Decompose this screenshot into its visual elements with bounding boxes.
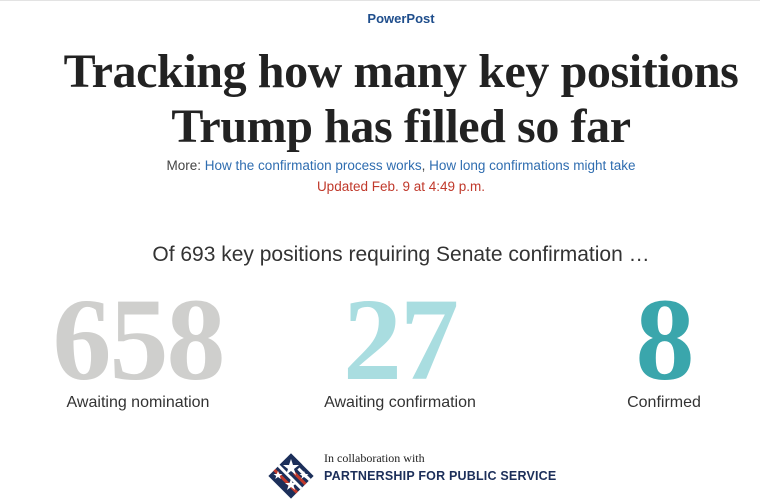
page-title-line-1: Tracking how many key positions	[63, 45, 739, 98]
stat-awaiting-confirmation: 27 Awaiting confirmation	[300, 274, 500, 412]
collaboration-credit: In collaboration with PARTNERSHIP FOR PU…	[266, 451, 566, 501]
top-divider	[0, 0, 760, 1]
stat-value: 27	[343, 274, 459, 405]
stat-label: Awaiting confirmation	[324, 394, 476, 411]
stat-label: Awaiting nomination	[66, 394, 210, 411]
related-links-separator: ,	[421, 158, 430, 173]
confirmation-duration-link[interactable]: How long confirmations might take	[429, 158, 636, 173]
related-links-prefix: More:	[166, 158, 205, 173]
collaboration-text: In collaboration with	[324, 451, 425, 465]
confirmation-process-link[interactable]: How the confirmation process works	[204, 158, 422, 173]
stat-awaiting-nomination: 658 Awaiting nomination	[38, 274, 238, 412]
stat-label: Confirmed	[627, 394, 701, 411]
section-kicker-link[interactable]: PowerPost	[367, 11, 435, 26]
stat-value: 8	[635, 274, 695, 405]
page-title: Tracking how many key positions Trump ha…	[0, 44, 760, 154]
summary-lead: Of 693 key positions requiring Senate co…	[152, 243, 650, 266]
related-links: More: How the confirmation process works…	[0, 158, 760, 173]
partnership-star-logo-icon	[268, 453, 314, 499]
stat-confirmed: 8 Confirmed	[564, 274, 760, 412]
stat-value: 658	[52, 274, 226, 405]
page-title-line-2: Trump has filled so far	[171, 100, 631, 153]
partner-name-link[interactable]: PARTNERSHIP FOR PUBLIC SERVICE	[324, 469, 557, 483]
updated-timestamp: Updated Feb. 9 at 4:49 p.m.	[316, 179, 486, 194]
